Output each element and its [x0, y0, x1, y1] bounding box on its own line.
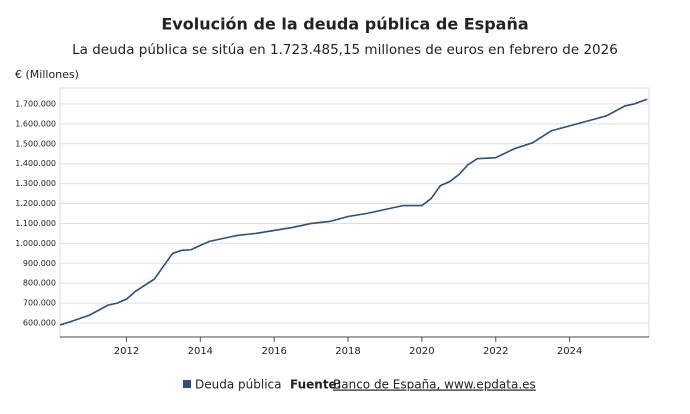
- y-tick-label: 900.000: [23, 259, 56, 268]
- y-tick-label: 700.000: [23, 299, 56, 308]
- chart-title: Evolución de la deuda pública de España: [161, 15, 528, 34]
- y-tick-label: 1.500.000: [15, 139, 56, 148]
- y-tick-label: 1.400.000: [15, 159, 56, 168]
- x-tick-label: 2020: [409, 346, 434, 357]
- x-tick-label: 2022: [483, 346, 508, 357]
- y-tick-label: 1.700.000: [15, 99, 56, 108]
- x-tick-label: 2018: [335, 346, 360, 357]
- y-tick-label: 1.100.000: [15, 219, 56, 228]
- x-tick-label: 2024: [557, 346, 582, 357]
- legend-swatch: [183, 380, 191, 388]
- y-tick-label: 1.300.000: [15, 179, 56, 188]
- chart-subtitle: La deuda pública se sitúa en 1.723.485,1…: [72, 42, 618, 58]
- source: Banco de España, www.epdata.es: [333, 378, 536, 392]
- y-axis-label: € (Millones): [15, 68, 79, 81]
- x-tick-label: 2016: [261, 346, 286, 357]
- legend-label: Deuda pública: [195, 378, 281, 392]
- y-tick-label: 1.600.000: [15, 119, 56, 128]
- y-tick-label: 1.000.000: [15, 239, 56, 248]
- y-tick-label: 1.200.000: [15, 199, 56, 208]
- x-tick-label: 2012: [114, 346, 139, 357]
- plot-area: [59, 87, 650, 338]
- data-line: [59, 98, 648, 326]
- x-tick-label: 2014: [188, 346, 213, 357]
- y-tick-label: 600.000: [23, 319, 56, 328]
- source-label: Fuente:: [290, 378, 342, 392]
- y-tick-label: 800.000: [23, 279, 56, 288]
